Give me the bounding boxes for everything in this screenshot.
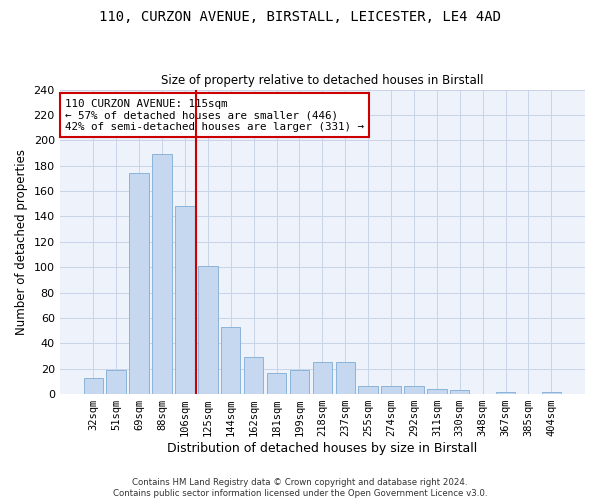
Bar bbox=[198, 266, 218, 394]
Bar bbox=[83, 378, 103, 394]
Bar bbox=[290, 370, 309, 394]
Bar bbox=[130, 174, 149, 394]
Bar bbox=[267, 372, 286, 394]
Bar bbox=[542, 392, 561, 394]
Bar bbox=[335, 362, 355, 394]
Text: 110, CURZON AVENUE, BIRSTALL, LEICESTER, LE4 4AD: 110, CURZON AVENUE, BIRSTALL, LEICESTER,… bbox=[99, 10, 501, 24]
Bar bbox=[313, 362, 332, 394]
X-axis label: Distribution of detached houses by size in Birstall: Distribution of detached houses by size … bbox=[167, 442, 478, 455]
Title: Size of property relative to detached houses in Birstall: Size of property relative to detached ho… bbox=[161, 74, 484, 87]
Bar bbox=[152, 154, 172, 394]
Bar bbox=[175, 206, 194, 394]
Bar bbox=[450, 390, 469, 394]
Y-axis label: Number of detached properties: Number of detached properties bbox=[15, 149, 28, 335]
Bar bbox=[382, 386, 401, 394]
Bar bbox=[244, 358, 263, 394]
Bar bbox=[106, 370, 126, 394]
Bar bbox=[358, 386, 378, 394]
Text: Contains HM Land Registry data © Crown copyright and database right 2024.
Contai: Contains HM Land Registry data © Crown c… bbox=[113, 478, 487, 498]
Bar bbox=[221, 327, 241, 394]
Bar bbox=[496, 392, 515, 394]
Text: 110 CURZON AVENUE: 115sqm
← 57% of detached houses are smaller (446)
42% of semi: 110 CURZON AVENUE: 115sqm ← 57% of detac… bbox=[65, 98, 364, 132]
Bar bbox=[404, 386, 424, 394]
Bar bbox=[427, 389, 446, 394]
